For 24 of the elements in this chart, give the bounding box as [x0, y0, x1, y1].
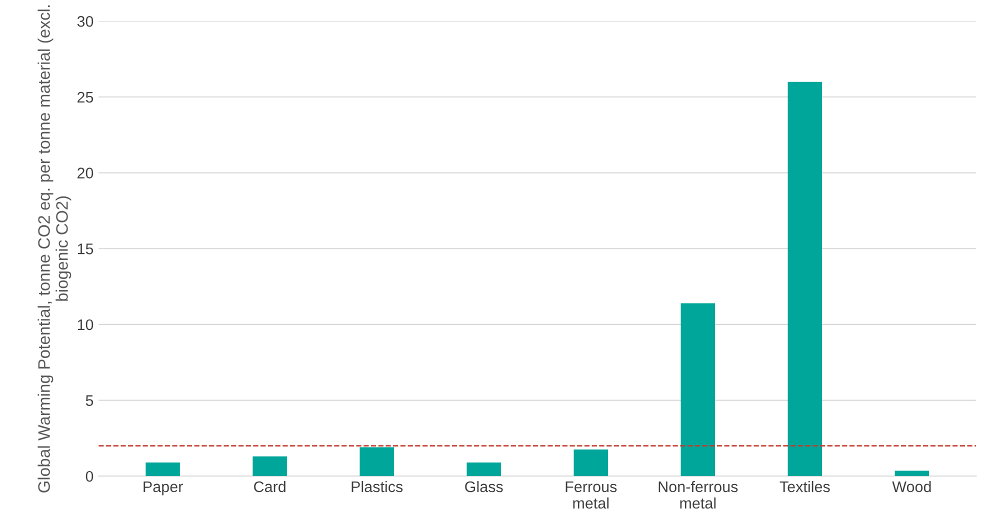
- bar: [894, 470, 930, 476]
- x-tick-label: Textiles: [780, 480, 830, 492]
- x-tick-label: Plastics: [352, 480, 403, 492]
- y-tick-label: 0: [86, 470, 94, 482]
- bar: [146, 462, 180, 476]
- y-tick-label: 25: [78, 92, 94, 103]
- y-axis-title: Global Warming Potential, tonne CO2 eq. per tonne material (excl. biogenic CO2): [38, 5, 72, 492]
- x-tick-label: Ferrous metal: [566, 482, 617, 509]
- bar: [788, 82, 822, 476]
- bar: [252, 456, 287, 476]
- bar: [360, 447, 394, 476]
- x-tick-label: Non-ferrous metal: [658, 480, 738, 509]
- x-tick-label: Paper: [144, 482, 183, 496]
- x-tick-label: Card: [254, 480, 286, 492]
- y-tick-label: 10: [78, 319, 94, 330]
- bar: [574, 450, 608, 476]
- x-tick-label: Wood: [892, 480, 931, 492]
- y-tick-label: 20: [78, 168, 94, 178]
- bar: [680, 303, 716, 476]
- y-tick-label: 5: [86, 395, 94, 406]
- y-tick-label: 30: [77, 16, 94, 27]
- x-tick-label: Glass: [465, 480, 503, 492]
- y-tick-label: 15: [78, 244, 94, 254]
- bar: [466, 462, 501, 476]
